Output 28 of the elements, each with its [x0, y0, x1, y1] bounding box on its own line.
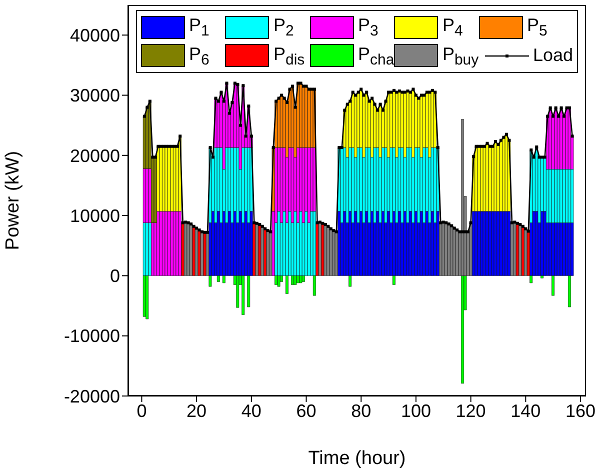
- x-tick-label: 0: [136, 400, 147, 421]
- y-tick-label: 0: [110, 266, 120, 286]
- legend-label: P$_{cha}$: [358, 44, 394, 68]
- legend-label: P$_{5}$: [526, 15, 548, 40]
- legend-label: P$_{dis}$: [273, 44, 305, 68]
- x-tick-label: 80: [351, 400, 372, 421]
- y-tick-label: 40000: [70, 25, 120, 46]
- y-tick-label: 30000: [70, 86, 120, 106]
- x-tick-label: 140: [510, 400, 541, 421]
- y-tick-label: -20000: [64, 386, 120, 406]
- y-tick-label: 20000: [70, 146, 120, 166]
- legend-label: P$_{1}$: [189, 15, 210, 40]
- x-tick-label: 20: [186, 400, 207, 421]
- legend-label: Load: [532, 45, 573, 66]
- legend-label: P$_{2}$: [273, 15, 294, 40]
- x-tick-label: 120: [456, 400, 486, 421]
- legend-label: P$_{buy}$: [442, 44, 479, 68]
- x-tick-label: 160: [565, 400, 596, 421]
- x-axis-title: Time (hour): [308, 448, 406, 469]
- x-tick-label: 100: [400, 400, 431, 421]
- legend-label: P$_{4}$: [442, 15, 463, 40]
- x-tick-label: 60: [296, 400, 316, 421]
- legend-label: P$_{3}$: [358, 15, 378, 40]
- y-tick-label: -10000: [64, 326, 120, 346]
- y-axis-title: Power (kW): [2, 150, 24, 250]
- y-tick-label: 10000: [70, 206, 120, 226]
- x-tick-label: 40: [241, 400, 262, 421]
- legend-label: P$_{6}$: [189, 44, 210, 68]
